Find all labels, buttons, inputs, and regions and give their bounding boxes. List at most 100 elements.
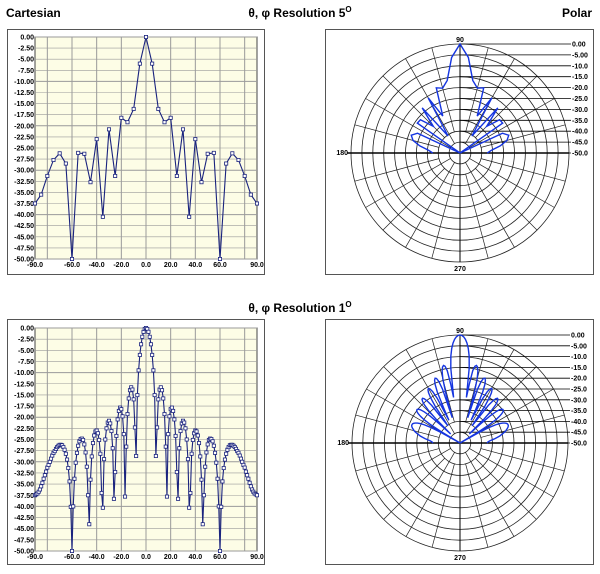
data-point: [131, 397, 136, 402]
data-point: [211, 443, 216, 448]
polar-ring-label: -5.00: [571, 343, 587, 350]
data-point: [177, 446, 182, 451]
data-point: [243, 469, 248, 474]
y-tick-label: -22.50: [14, 134, 34, 141]
data-point: [88, 180, 93, 185]
data-point: [119, 407, 124, 412]
y-tick-label: -42.50: [14, 515, 34, 522]
data-point: [189, 451, 194, 456]
data-point: [119, 115, 124, 120]
data-point: [176, 496, 181, 501]
data-point: [123, 494, 128, 499]
data-point: [95, 431, 100, 436]
polar-ring-label: -50.0: [571, 441, 587, 448]
data-point: [205, 151, 210, 156]
polar-ring-label: -20.0: [572, 85, 588, 92]
y-tick-label: -10.00: [14, 79, 34, 86]
polar-spoke: [480, 414, 565, 438]
x-tick-label: -20.0: [113, 262, 129, 269]
data-point: [147, 334, 152, 339]
data-point: [168, 115, 173, 120]
data-point: [33, 201, 38, 206]
data-point: [198, 454, 203, 459]
data-point: [120, 414, 125, 419]
y-tick-label: -20.00: [14, 123, 34, 130]
y-tick-label: -2.50: [18, 46, 34, 53]
data-point: [71, 504, 76, 509]
data-point: [254, 201, 259, 206]
data-point: [67, 479, 72, 484]
data-point: [246, 476, 251, 481]
polar-ring-label: -25.0: [572, 96, 588, 103]
y-tick-label: -37.50: [14, 493, 34, 500]
y-tick-label: -35.00: [14, 190, 34, 197]
x-tick-label: -40.0: [89, 554, 105, 561]
x-tick-label: 40.0: [189, 554, 203, 561]
data-point: [184, 437, 189, 442]
data-point: [73, 460, 78, 465]
polar-ring-label: -5.00: [572, 52, 588, 59]
data-point: [194, 429, 199, 434]
data-point: [111, 496, 116, 501]
data-point: [86, 493, 91, 498]
data-point: [164, 494, 169, 499]
polar-ring-label: 0.00: [572, 42, 586, 49]
x-tick-label: 20.0: [164, 262, 178, 269]
data-point: [94, 137, 99, 142]
x-tick-label: 40.0: [189, 262, 203, 269]
data-point: [169, 405, 174, 410]
x-tick-label: -60.0: [64, 262, 80, 269]
data-point: [132, 425, 137, 430]
y-tick-label: -10.00: [14, 370, 34, 377]
data-point: [102, 457, 107, 462]
polar-spoke: [465, 463, 489, 548]
data-point: [143, 35, 148, 40]
data-point: [152, 393, 157, 398]
data-point: [201, 493, 206, 498]
data-point: [153, 454, 158, 459]
polar-angle-label-270: 270: [454, 266, 466, 273]
polar-label: Polar: [561, 6, 592, 20]
data-point: [242, 465, 247, 470]
data-point: [146, 329, 151, 334]
data-point: [151, 368, 156, 373]
data-point: [237, 453, 242, 458]
data-point: [42, 473, 47, 478]
data-point: [150, 61, 155, 66]
data-point: [213, 450, 218, 455]
polar-ring-label: -15.0: [572, 74, 588, 81]
x-tick-label: 20.0: [164, 554, 178, 561]
polar-spoke: [354, 124, 440, 148]
polar-spoke: [469, 388, 554, 438]
polar-spoke: [405, 162, 455, 248]
data-point: [40, 480, 45, 485]
y-tick-label: -30.00: [14, 168, 34, 175]
data-point: [195, 433, 200, 438]
data-point: [203, 464, 208, 469]
polar-spoke: [354, 158, 440, 182]
data-point: [46, 462, 51, 467]
data-point: [47, 459, 52, 464]
polar-ring-label: -20.0: [571, 376, 587, 383]
data-point: [215, 476, 220, 481]
data-point: [57, 151, 62, 156]
data-point: [183, 426, 188, 431]
data-point: [100, 214, 105, 219]
data-point: [161, 396, 166, 401]
data-point: [160, 388, 165, 393]
polar-pattern-line-1: [410, 334, 510, 444]
data-point: [82, 442, 87, 447]
data-point: [174, 470, 179, 475]
polar-ring-label: -45.0: [572, 140, 588, 147]
data-point: [219, 504, 224, 509]
data-point: [150, 352, 155, 357]
polar-spoke: [431, 463, 455, 548]
x-tick-label: -20.0: [113, 554, 129, 561]
polar-spoke: [469, 98, 555, 148]
data-point: [82, 151, 87, 156]
data-point: [37, 487, 42, 492]
x-tick-label: 0.0: [141, 554, 151, 561]
y-tick-label: -50.00: [14, 549, 34, 556]
data-point: [135, 393, 140, 398]
polar-spoke: [469, 448, 554, 498]
